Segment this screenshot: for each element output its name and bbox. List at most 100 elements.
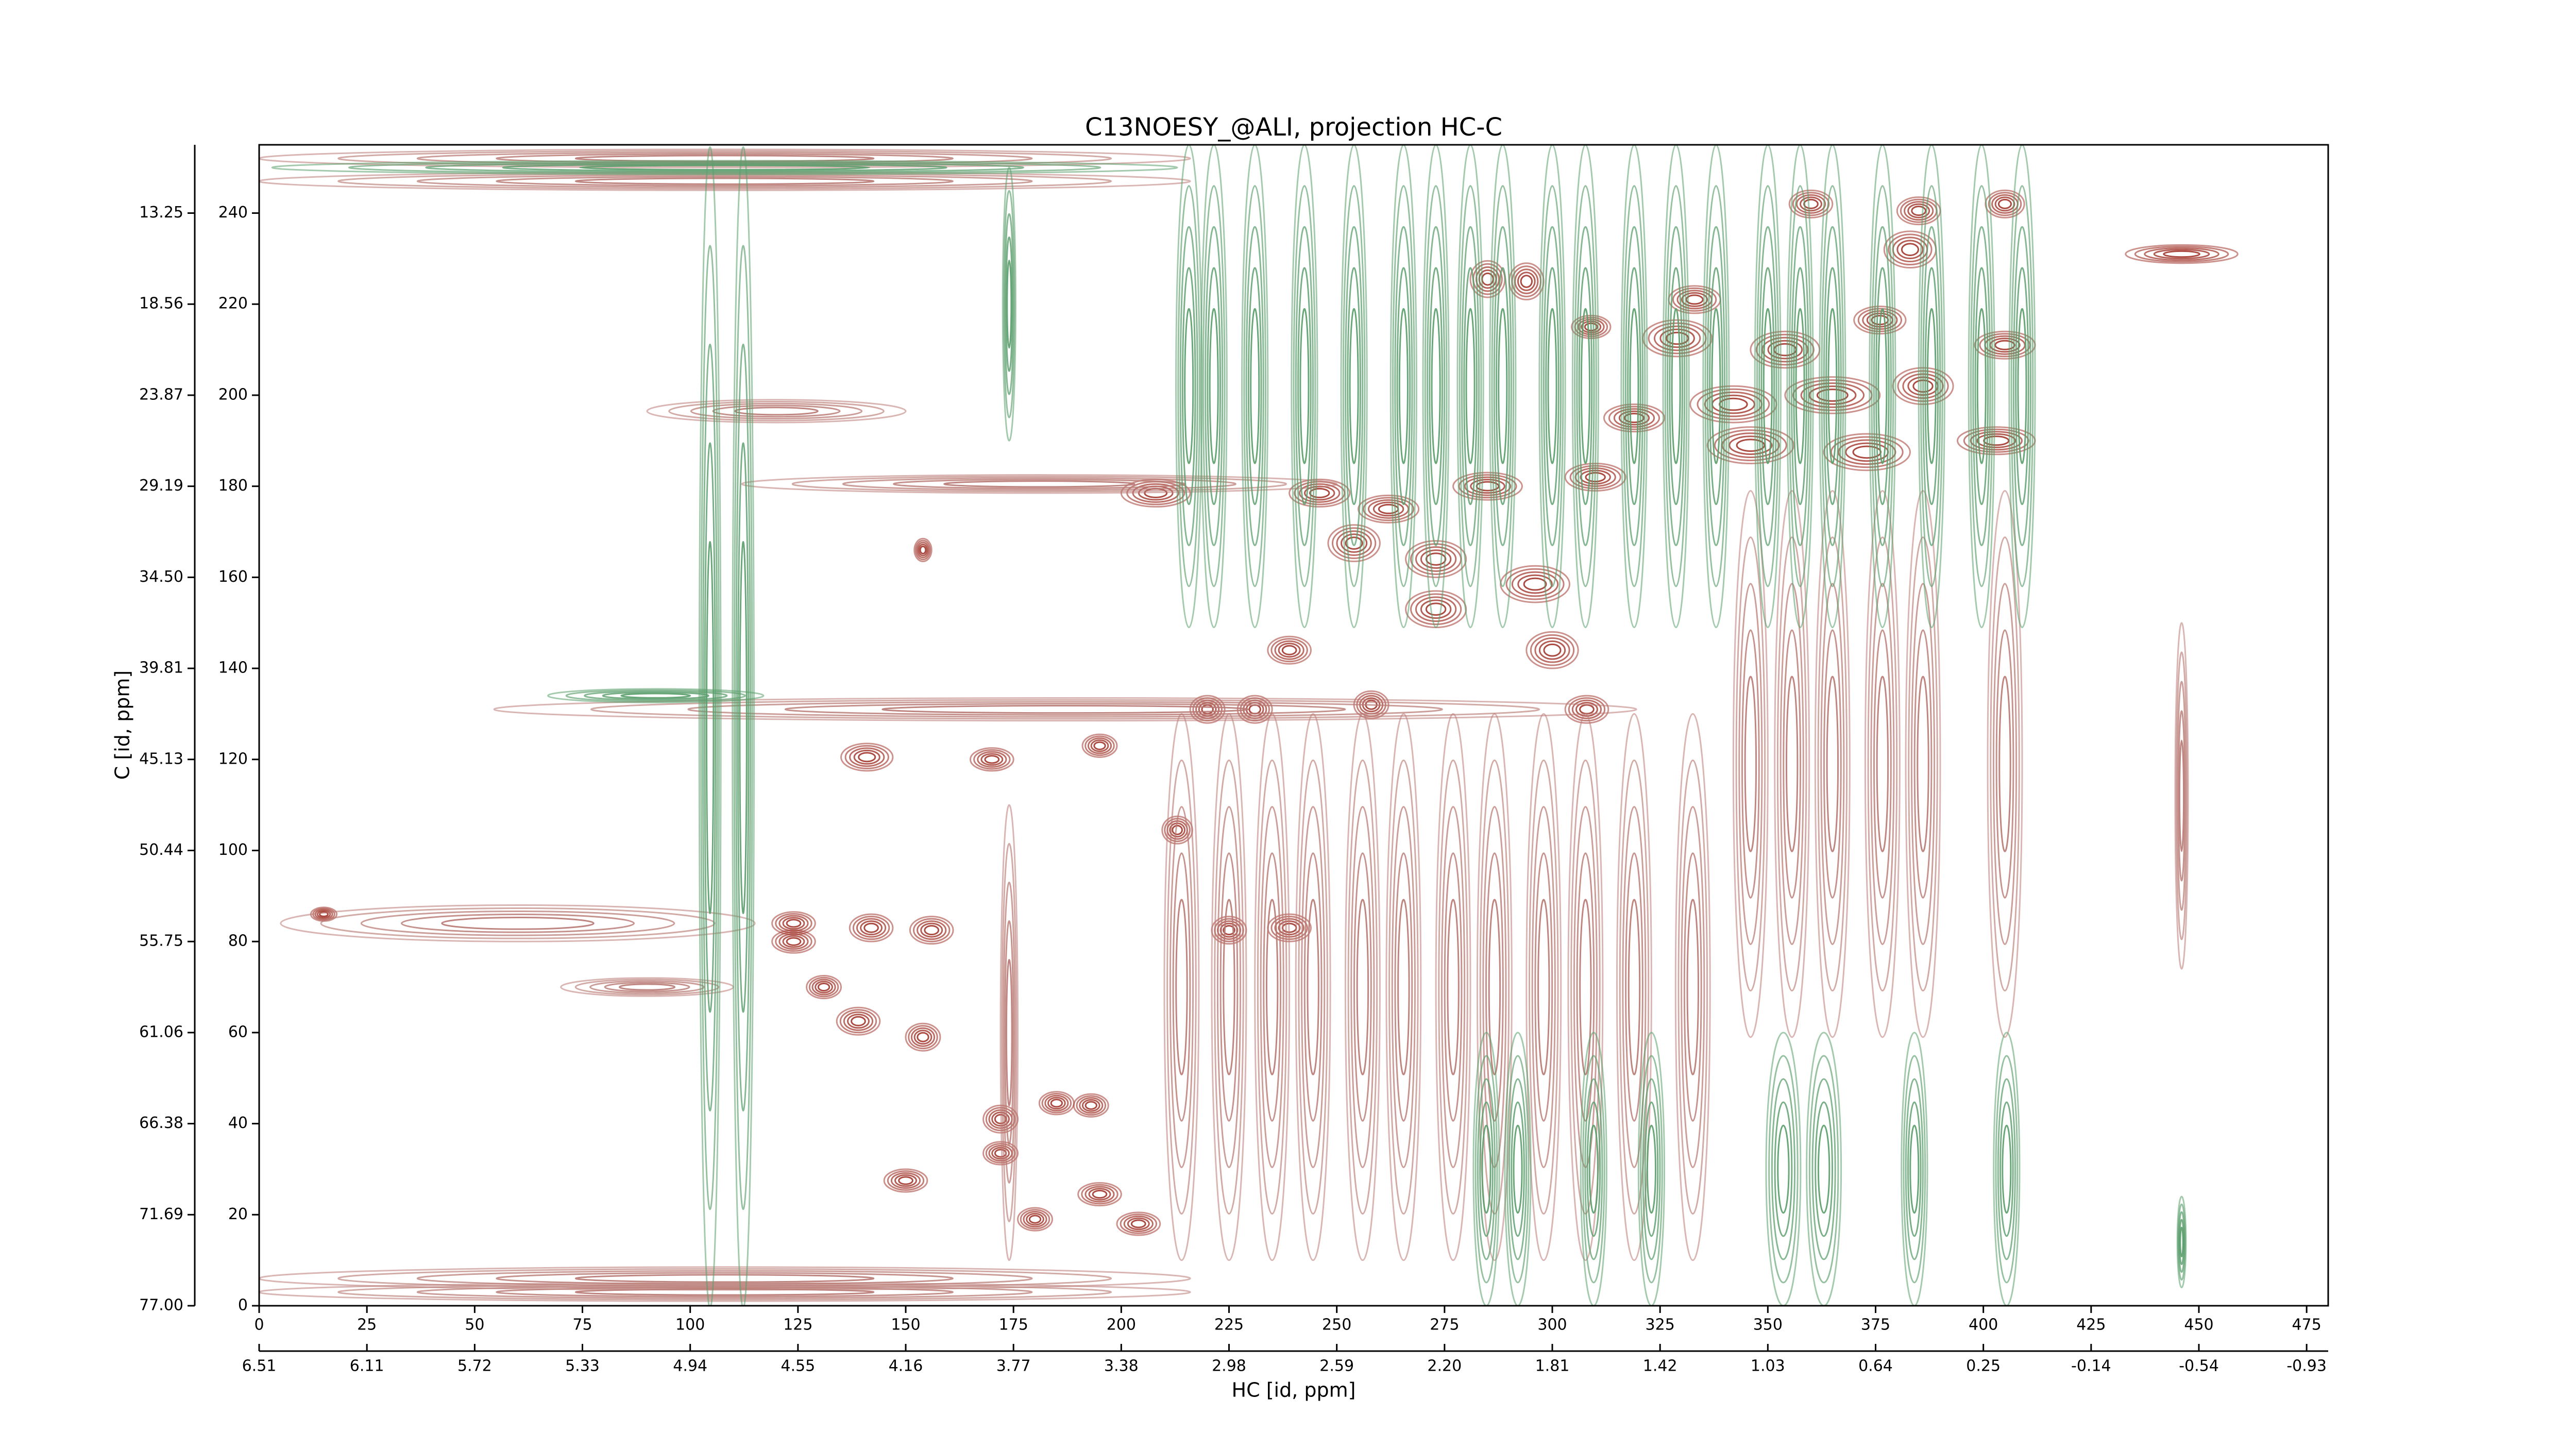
contour-level [1263,852,1282,1122]
contour-level [1568,697,1606,722]
contour-level [441,917,595,930]
contour-level [1648,322,1707,355]
contour-level [775,931,812,952]
contour-level [1523,577,1547,591]
contour-level [1431,308,1441,464]
contour-level [1084,1101,1097,1110]
contour-level [1447,899,1460,1075]
contour-level [1777,1124,1790,1214]
contour-level [1677,760,1708,1215]
contour-level [1241,145,1269,628]
contour-level [1299,308,1310,464]
contour-level [973,749,1011,770]
x-tick-label: 225 [1214,1316,1244,1334]
contour-level [1389,145,1417,628]
x2-tick-label: 0.25 [1966,1357,2001,1375]
contour-level [1619,760,1650,1215]
contour-level [1791,226,1810,546]
contour-level [1254,713,1291,1261]
contour-level [1127,1217,1150,1231]
contour-level [1817,536,1848,992]
contour-level [690,402,863,419]
contour-level [2125,244,2239,264]
contour-level [1081,1184,1118,1205]
contour-level [1181,267,1196,506]
contour-level [2176,681,2187,911]
contour-level [698,146,722,1306]
contour-level [1347,267,1361,506]
contour-level [1738,583,1763,945]
contour-level [782,917,805,930]
contour-level [1093,741,1106,750]
contour-level [1398,308,1409,464]
contour-level [1728,435,1773,455]
contour-level [1005,236,1013,372]
contour-level [846,1014,870,1029]
contour-level [1616,713,1652,1261]
contour-level [1877,308,1888,464]
x2-tick-label: 4.94 [673,1357,707,1375]
contour-level [2177,710,2186,882]
y2-tick-label: 39.81 [139,659,183,677]
contour-level [2015,267,2029,506]
contour-level [1924,267,1939,506]
contour-level [1806,1032,1842,1306]
contour-level [496,176,954,187]
contour-level [1236,695,1273,724]
contour-level [1435,713,1471,1261]
contour-level [741,474,1338,494]
contour-level [844,745,889,769]
contour-level [1026,1212,1044,1226]
contour-level [1223,925,1235,936]
contour-level [1574,185,1597,587]
contour-level [734,407,819,416]
contour-level [1618,410,1650,426]
contour-level [1495,267,1510,506]
chart-title: C13NOESY_@ALI, projection HC-C [1085,113,1502,142]
contour-level [843,1011,874,1031]
contour-level [849,913,894,942]
contour-level [1295,713,1331,1261]
x2-tick-label: 6.11 [350,1357,384,1375]
contour-level [1041,1092,1072,1114]
contour-level [1081,733,1118,758]
contour-level [1987,490,2023,1038]
contour-level [712,405,841,418]
contour-level [1528,760,1559,1215]
contour-level [811,979,836,996]
contour-level [1088,1188,1111,1201]
contour-level [1681,292,1708,307]
contour-level [259,1282,1191,1302]
contour-level [1372,501,1404,517]
contour-level [2175,651,2188,940]
contour-level [1247,267,1262,506]
contour-level [416,1285,1033,1299]
contour-level [1888,233,1933,266]
contour-level [1511,265,1542,297]
contour-level [1004,920,1014,1145]
y-tick-label: 200 [218,385,248,403]
contour-level [1792,192,1830,216]
contour-level [1020,1209,1050,1229]
x-tick-label: 0 [254,1316,264,1334]
contour-level [1425,552,1447,566]
contour-level [1972,226,1991,546]
contour-level [1044,1094,1069,1111]
y2-tick-label: 66.38 [139,1114,183,1132]
contour-level [1808,1055,1839,1284]
contour-level [574,1288,875,1296]
contour-level [280,904,756,942]
contour-level [1465,308,1476,464]
contour-level [1298,760,1328,1215]
contour-level [1479,1101,1494,1237]
contour-level [890,1172,921,1189]
contour-level [1274,640,1304,660]
contour-level [2002,1124,2012,1214]
contour-level [1671,308,1681,464]
contour-level [320,907,716,939]
contour-level [1579,704,1595,715]
contour-level [2134,245,2229,263]
contour-level [1613,408,1655,428]
contour-level [1629,308,1639,464]
contour-level [735,343,751,1111]
